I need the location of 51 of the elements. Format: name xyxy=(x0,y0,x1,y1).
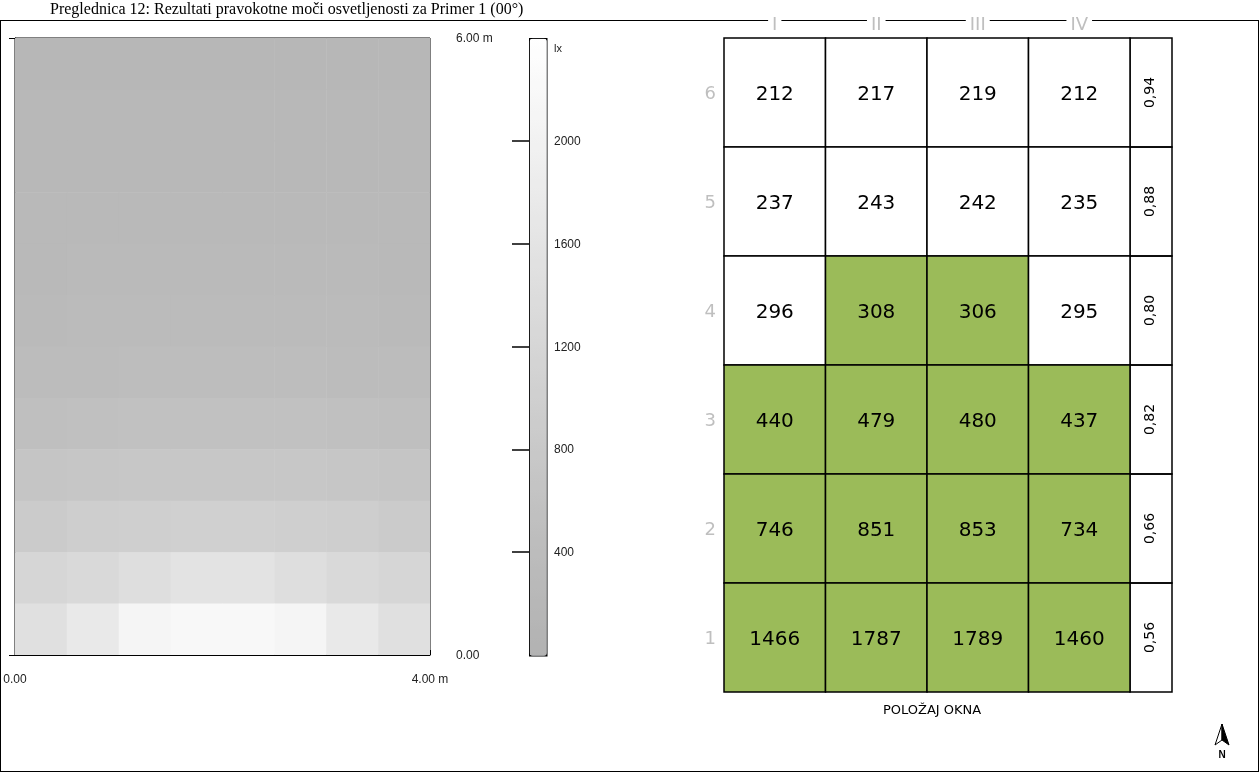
data-label: 480 xyxy=(958,407,997,432)
y-tick-label: 5 xyxy=(704,191,716,212)
x-tick-label: II xyxy=(870,12,882,34)
color-bar-label: 800 xyxy=(554,442,575,457)
y-tick-label: 6 xyxy=(704,82,716,103)
x-tick-label: I xyxy=(772,12,778,34)
data-label: 295 xyxy=(1060,298,1099,323)
y2-tick-label: 0,66 xyxy=(1141,512,1157,545)
y-tick-label: 4 xyxy=(704,300,716,321)
data-label: 1460 xyxy=(1053,625,1105,650)
color-bar-label: 400 xyxy=(554,545,575,560)
data-label: 851 xyxy=(857,516,896,541)
text: N xyxy=(1217,749,1227,760)
data-label: 242 xyxy=(958,189,997,214)
color-bar-label: 1600 xyxy=(554,236,582,251)
data-label: 437 xyxy=(1060,407,1099,432)
data-label: 1466 xyxy=(749,625,801,650)
data-label: 243 xyxy=(857,189,896,214)
data-label: 237 xyxy=(755,189,794,214)
data-label: 235 xyxy=(1060,189,1099,214)
color-bar-label: 2000 xyxy=(554,133,582,148)
x-tick-label: 4.00 m xyxy=(411,672,449,686)
color-bar-title: lx xyxy=(554,41,563,54)
y2-tick-label: 0,94 xyxy=(1141,76,1157,109)
data-label: 217 xyxy=(857,80,896,105)
y2-tick-label: 0,80 xyxy=(1141,294,1157,327)
data-label: 440 xyxy=(755,407,794,432)
data-label: 212 xyxy=(755,80,794,105)
x-tick-label: III xyxy=(969,12,986,34)
data-label: 746 xyxy=(755,516,794,541)
data-label: 479 xyxy=(857,407,896,432)
data-label: 306 xyxy=(958,298,997,323)
y-tick-label: 3 xyxy=(704,409,716,430)
data-label: 853 xyxy=(958,516,997,541)
data-label: 296 xyxy=(755,298,794,323)
data-label: 1787 xyxy=(850,625,902,650)
y2-tick-label: 0,88 xyxy=(1141,185,1157,218)
data-label: 308 xyxy=(857,298,896,323)
y-tick-label: 6.00 m xyxy=(456,31,493,45)
y2-tick-label: 0,56 xyxy=(1141,621,1157,654)
chart-title: Preglednica 12: Rezultati pravokotne moči osvetljenosti za Primer 1 (00°) xyxy=(50,0,524,18)
data-label: 219 xyxy=(958,80,997,105)
x-tick-label: IV xyxy=(1070,12,1089,34)
data-label: 734 xyxy=(1060,516,1099,541)
data-label: 1789 xyxy=(952,625,1004,650)
y-tick-label: 1 xyxy=(704,627,716,648)
data-label: 212 xyxy=(1060,80,1099,105)
y-tick-label: 2 xyxy=(704,518,716,539)
y2-tick-label: 0,82 xyxy=(1141,403,1157,436)
color-bar-label: 1200 xyxy=(554,339,582,354)
x-axis-title: POLOŽAJ OKNA xyxy=(882,702,982,717)
